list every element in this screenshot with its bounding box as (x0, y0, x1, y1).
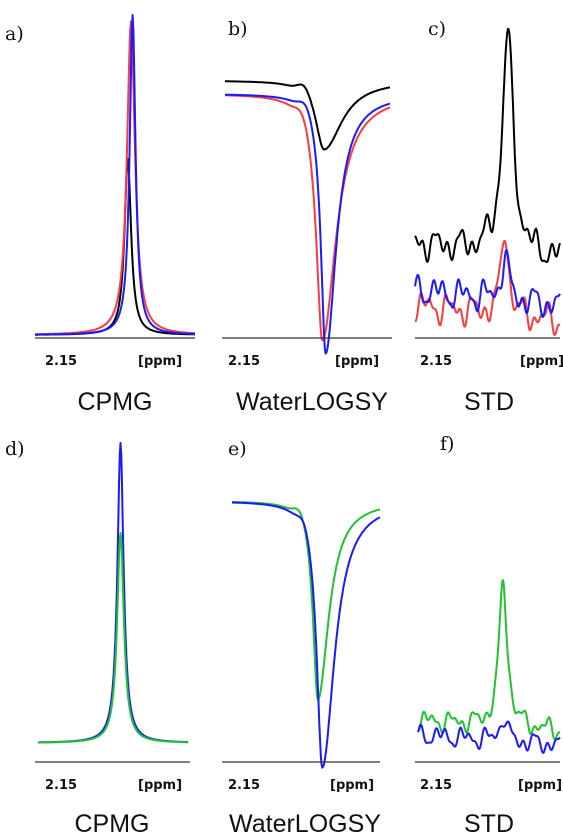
tick-label-ppm-e: [ppm] (330, 778, 374, 793)
panel-title-d: CPMG (75, 810, 150, 835)
panel-d: d) 2.15 [ppm] CPMG (5, 438, 190, 835)
trace-b-blue (224, 93, 391, 355)
trace-b-black (224, 80, 391, 151)
plot-area-f (417, 579, 561, 754)
plot-area-e (231, 501, 381, 769)
plot-area-d (37, 442, 189, 744)
panel-label-b: b) (228, 18, 248, 40)
trace-e-blue (231, 501, 381, 769)
panel-title-f: STD (464, 810, 514, 835)
trace-a-blue (34, 14, 196, 336)
trace-b-red (224, 94, 391, 342)
panel-e: e) 2.15 [ppm] WaterLOGSY (222, 438, 381, 835)
tick-label-2.15-a: 2.15 (45, 354, 77, 369)
panel-label-e: e) (228, 438, 247, 460)
panel-c: c) 2.15 [ppm] STD (414, 18, 563, 416)
panel-f: f) 2.15 [ppm] STD (415, 433, 562, 835)
tick-label-2.15-c: 2.15 (420, 354, 452, 369)
panel-title-c: STD (464, 388, 514, 416)
tick-label-2.15-e: 2.15 (228, 778, 260, 793)
panel-label-d: d) (5, 438, 25, 460)
panel-title-e: WaterLOGSY (229, 810, 381, 835)
plot-area-b (224, 80, 391, 355)
trace-c-black (414, 27, 561, 263)
panel-a: a) 2.15 [ppm] CPMG (5, 14, 196, 416)
trace-c-red (414, 240, 561, 336)
panel-b: b) 2.15 [ppm] WaterLOGSY (222, 18, 392, 416)
tick-label-2.15-b: 2.15 (228, 354, 260, 369)
panel-title-b: WaterLOGSY (236, 388, 388, 416)
tick-label-ppm-a: [ppm] (138, 354, 182, 369)
panel-title-a: CPMG (78, 388, 153, 416)
plot-area-c (414, 27, 561, 336)
trace-d-green (37, 532, 189, 744)
panel-label-a: a) (5, 23, 24, 45)
tick-label-2.15-d: 2.15 (45, 778, 77, 793)
plot-area-a (34, 14, 196, 336)
panel-label-c: c) (428, 18, 446, 40)
tick-label-ppm-c: [ppm] (520, 354, 563, 369)
trace-f-green (417, 579, 561, 741)
trace-a-red (34, 20, 196, 336)
tick-label-ppm-b: [ppm] (335, 354, 379, 369)
tick-label-2.15-f: 2.15 (420, 778, 452, 793)
tick-label-ppm-d: [ppm] (138, 778, 182, 793)
panel-label-f: f) (440, 433, 454, 455)
trace-c-blue (414, 248, 561, 319)
trace-f-blue (417, 720, 561, 754)
tick-label-ppm-f: [ppm] (518, 778, 562, 793)
